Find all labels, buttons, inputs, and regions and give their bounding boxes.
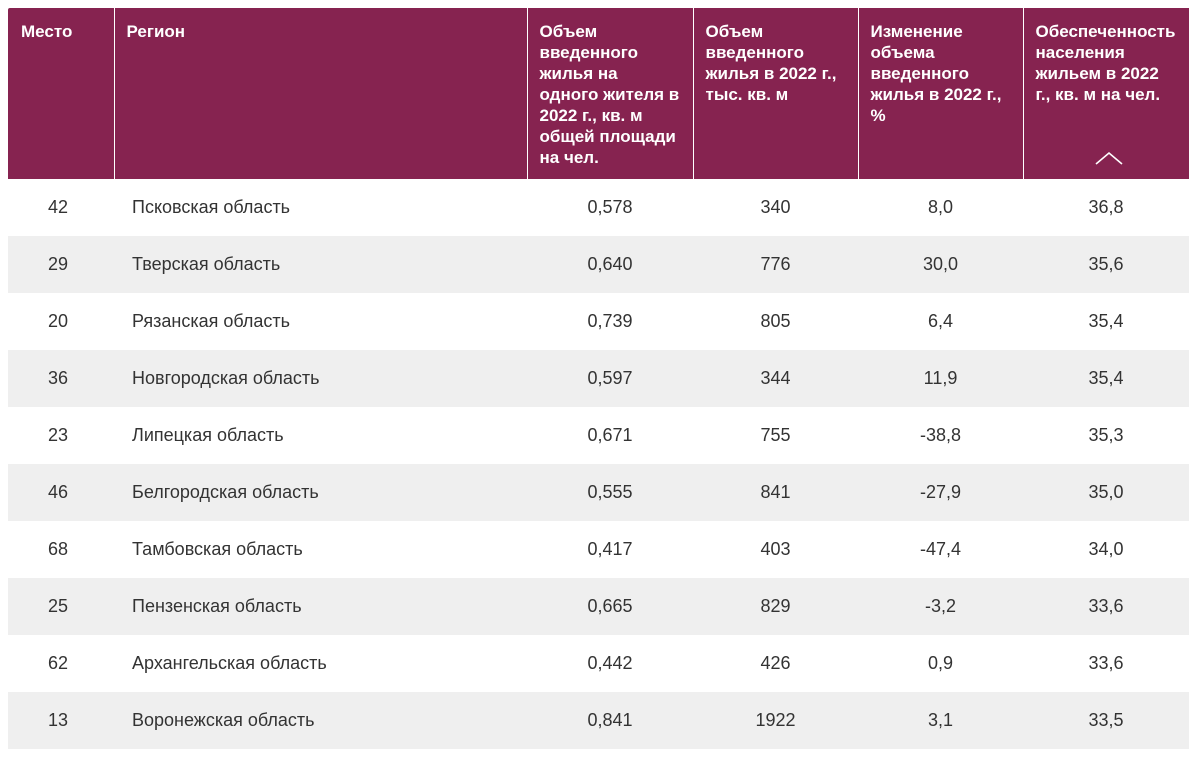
cell-volume: 403	[760, 539, 791, 559]
table-row: 68 Тамбовская область 0,417 403 -47,4 34,0	[8, 521, 1189, 578]
cell-change: 3,1	[858, 692, 1023, 749]
table-row: 36 Новгородская область 0,597 344 11,9 35,4	[8, 350, 1189, 407]
cell-volume: 340	[760, 197, 791, 217]
cell-per-capita: 0,442	[587, 653, 633, 673]
cell-region: Тверская область	[114, 236, 527, 293]
cell-volume: 805	[760, 311, 791, 331]
cell-change: 8,0	[927, 197, 954, 217]
cell-region: Рязанская область	[132, 311, 291, 331]
table-body: 42 Псковская область 0,578 340 8,0 36,8 29 Твер…	[8, 179, 1189, 749]
cell-rank: 29	[8, 236, 114, 293]
table-row: 46 Белгородская область 0,555 841 -27,9 35,0	[8, 464, 1189, 521]
cell-change: 30,0	[858, 236, 1023, 293]
cell-region: Пензенская область	[114, 578, 527, 635]
cell-region: Псковская область	[132, 197, 291, 217]
cell-per-capita: 0,671	[587, 425, 633, 445]
cell-change: 6,4	[927, 311, 954, 331]
cell-rank: 20	[47, 311, 69, 331]
cell-provision: 35,3	[1088, 425, 1124, 445]
cell-per-capita: 0,640	[527, 236, 693, 293]
cell-rank: 23	[47, 425, 69, 445]
cell-volume: 829	[693, 578, 858, 635]
cell-per-capita: 0,597	[527, 350, 693, 407]
cell-change: -27,9	[858, 464, 1023, 521]
cell-per-capita: 0,739	[587, 311, 633, 331]
cell-volume: 344	[693, 350, 858, 407]
cell-change: -47,4	[919, 539, 962, 559]
header-region[interactable]: Регион	[114, 8, 528, 179]
table-row: 42 Псковская область 0,578 340 8,0 36,8	[8, 179, 1189, 236]
cell-change: 0,9	[927, 653, 954, 673]
cell-region: Липецкая область	[132, 425, 284, 445]
header-rank[interactable]: Место	[8, 8, 115, 179]
cell-rank: 46	[8, 464, 114, 521]
cell-provision: 35,6	[1023, 236, 1189, 293]
table-row: 20 Рязанская область 0,739 805 6,4 35,4	[8, 293, 1189, 350]
cell-per-capita: 0,841	[527, 692, 693, 749]
table-row: 13 Воронежская область 0,841 1922 3,1 33,5	[8, 692, 1189, 749]
header-row: Место Регион Объем введенного жилья на о…	[8, 8, 1189, 179]
cell-rank: 68	[47, 539, 69, 559]
cell-volume: 776	[693, 236, 858, 293]
header-volume[interactable]: Объем введенного жилья в 2022 г., тыс. к…	[693, 8, 859, 179]
cell-rank: 42	[47, 197, 69, 217]
cell-region: Воронежская область	[114, 692, 527, 749]
cell-region: Белгородская область	[114, 464, 527, 521]
table-header: Место Регион Объем введенного жилья на о…	[8, 8, 1189, 179]
cell-change: 11,9	[858, 350, 1023, 407]
cell-per-capita: 0,417	[587, 539, 633, 559]
cell-region: Новгородская область	[114, 350, 527, 407]
cell-volume: 755	[760, 425, 791, 445]
housing-table-container: Место Регион Объем введенного жилья на о…	[8, 8, 1189, 749]
cell-provision: 34,0	[1088, 539, 1124, 559]
cell-volume: 841	[693, 464, 858, 521]
table-row: 29 Тверская область 0,640 776 30,0 35,6	[8, 236, 1189, 293]
header-change[interactable]: Изменение объема введенного жилья в 2022…	[858, 8, 1024, 179]
cell-change: -38,8	[919, 425, 962, 445]
cell-provision: 35,4	[1088, 311, 1124, 331]
cell-provision: 35,4	[1023, 350, 1189, 407]
cell-provision: 36,8	[1088, 197, 1124, 217]
header-provision[interactable]: Обеспеченность населения жильем в 2022 г…	[1023, 8, 1189, 179]
cell-provision: 33,6	[1088, 653, 1124, 673]
header-per-capita[interactable]: Объем введенного жилья на одного жителя …	[527, 8, 694, 179]
cell-provision: 33,5	[1023, 692, 1189, 749]
cell-provision: 35,0	[1023, 464, 1189, 521]
cell-volume: 1922	[693, 692, 858, 749]
cell-volume: 426	[760, 653, 791, 673]
cell-per-capita: 0,555	[527, 464, 693, 521]
cell-per-capita: 0,665	[527, 578, 693, 635]
housing-ranking-table: Место Регион Объем введенного жилья на о…	[8, 8, 1189, 749]
cell-change: -3,2	[858, 578, 1023, 635]
cell-rank: 13	[8, 692, 114, 749]
cell-rank: 25	[8, 578, 114, 635]
cell-per-capita: 0,578	[587, 197, 633, 217]
cell-region: Архангельская область	[132, 653, 327, 673]
table-row: 25 Пензенская область 0,665 829 -3,2 33,6	[8, 578, 1189, 635]
cell-provision: 33,6	[1023, 578, 1189, 635]
table-row: 23 Липецкая область 0,671 755 -38,8 35,3	[8, 407, 1189, 464]
chevron-up-icon[interactable]	[1094, 151, 1123, 165]
cell-rank: 62	[47, 653, 69, 673]
table-row: 62 Архангельская область 0,442 426 0,9 33,6	[8, 635, 1189, 692]
cell-rank: 36	[8, 350, 114, 407]
header-provision-label: Обеспеченность населения жильем в 2022 г…	[1035, 22, 1176, 104]
cell-region: Тамбовская область	[132, 539, 303, 559]
